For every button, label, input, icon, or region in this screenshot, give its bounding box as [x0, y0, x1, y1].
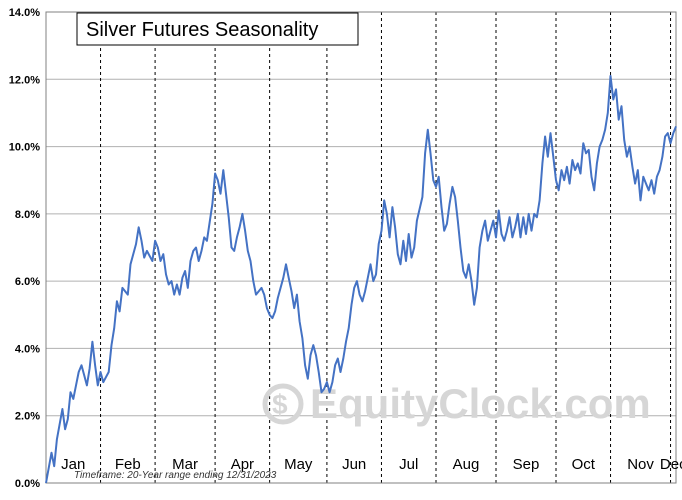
y-tick-label: 6.0% [15, 276, 40, 288]
y-tick-label: 4.0% [15, 343, 40, 355]
y-tick-label: 12.0% [9, 74, 40, 86]
watermark-text: EquityClock.com [310, 380, 651, 427]
watermark: $ EquityClock.com [262, 380, 651, 427]
y-tick-label: 10.0% [9, 142, 40, 154]
y-tick-label: 8.0% [15, 209, 40, 221]
x-tick-label-dec: Dec [660, 456, 682, 473]
y-tick-label: 0.0% [15, 478, 40, 490]
watermark-logo-icon: $ [262, 383, 304, 425]
series-layer [45, 74, 677, 484]
axis-layer: 0.0% 2.0% 4.0% 6.0% 8.0% 10.0% 12.0% 14.0% Jan Fe… [9, 7, 682, 490]
y-tick-label: 2.0% [15, 411, 40, 423]
x-tick-label-may: May [284, 456, 313, 473]
x-tick-label-jun: Jun [342, 456, 366, 473]
plot-frame [45, 11, 677, 484]
svg-text:$: $ [272, 389, 288, 420]
x-tick-label-feb: Feb [115, 456, 141, 473]
timeframe-note: Timeframe: 20-Year range ending 12/31/20… [74, 470, 277, 481]
x-tick-label-aug: Aug [453, 456, 480, 473]
x-tick-label-jul: Jul [399, 456, 418, 473]
y-tick-label: 14.0% [9, 7, 40, 19]
x-tick-label-mar: Mar [172, 456, 198, 473]
chart-title-box: Silver Futures Seasonality [76, 12, 359, 46]
series-line-0 [45, 74, 677, 484]
x-tick-label-apr: Apr [231, 456, 254, 473]
x-tick-label-sep: Sep [513, 456, 540, 473]
x-tick-label-jan: Jan [61, 456, 85, 473]
x-tick-label-nov: Nov [627, 456, 654, 473]
chart-title: Silver Futures Seasonality [86, 19, 318, 41]
x-tick-label-oct: Oct [572, 456, 596, 473]
